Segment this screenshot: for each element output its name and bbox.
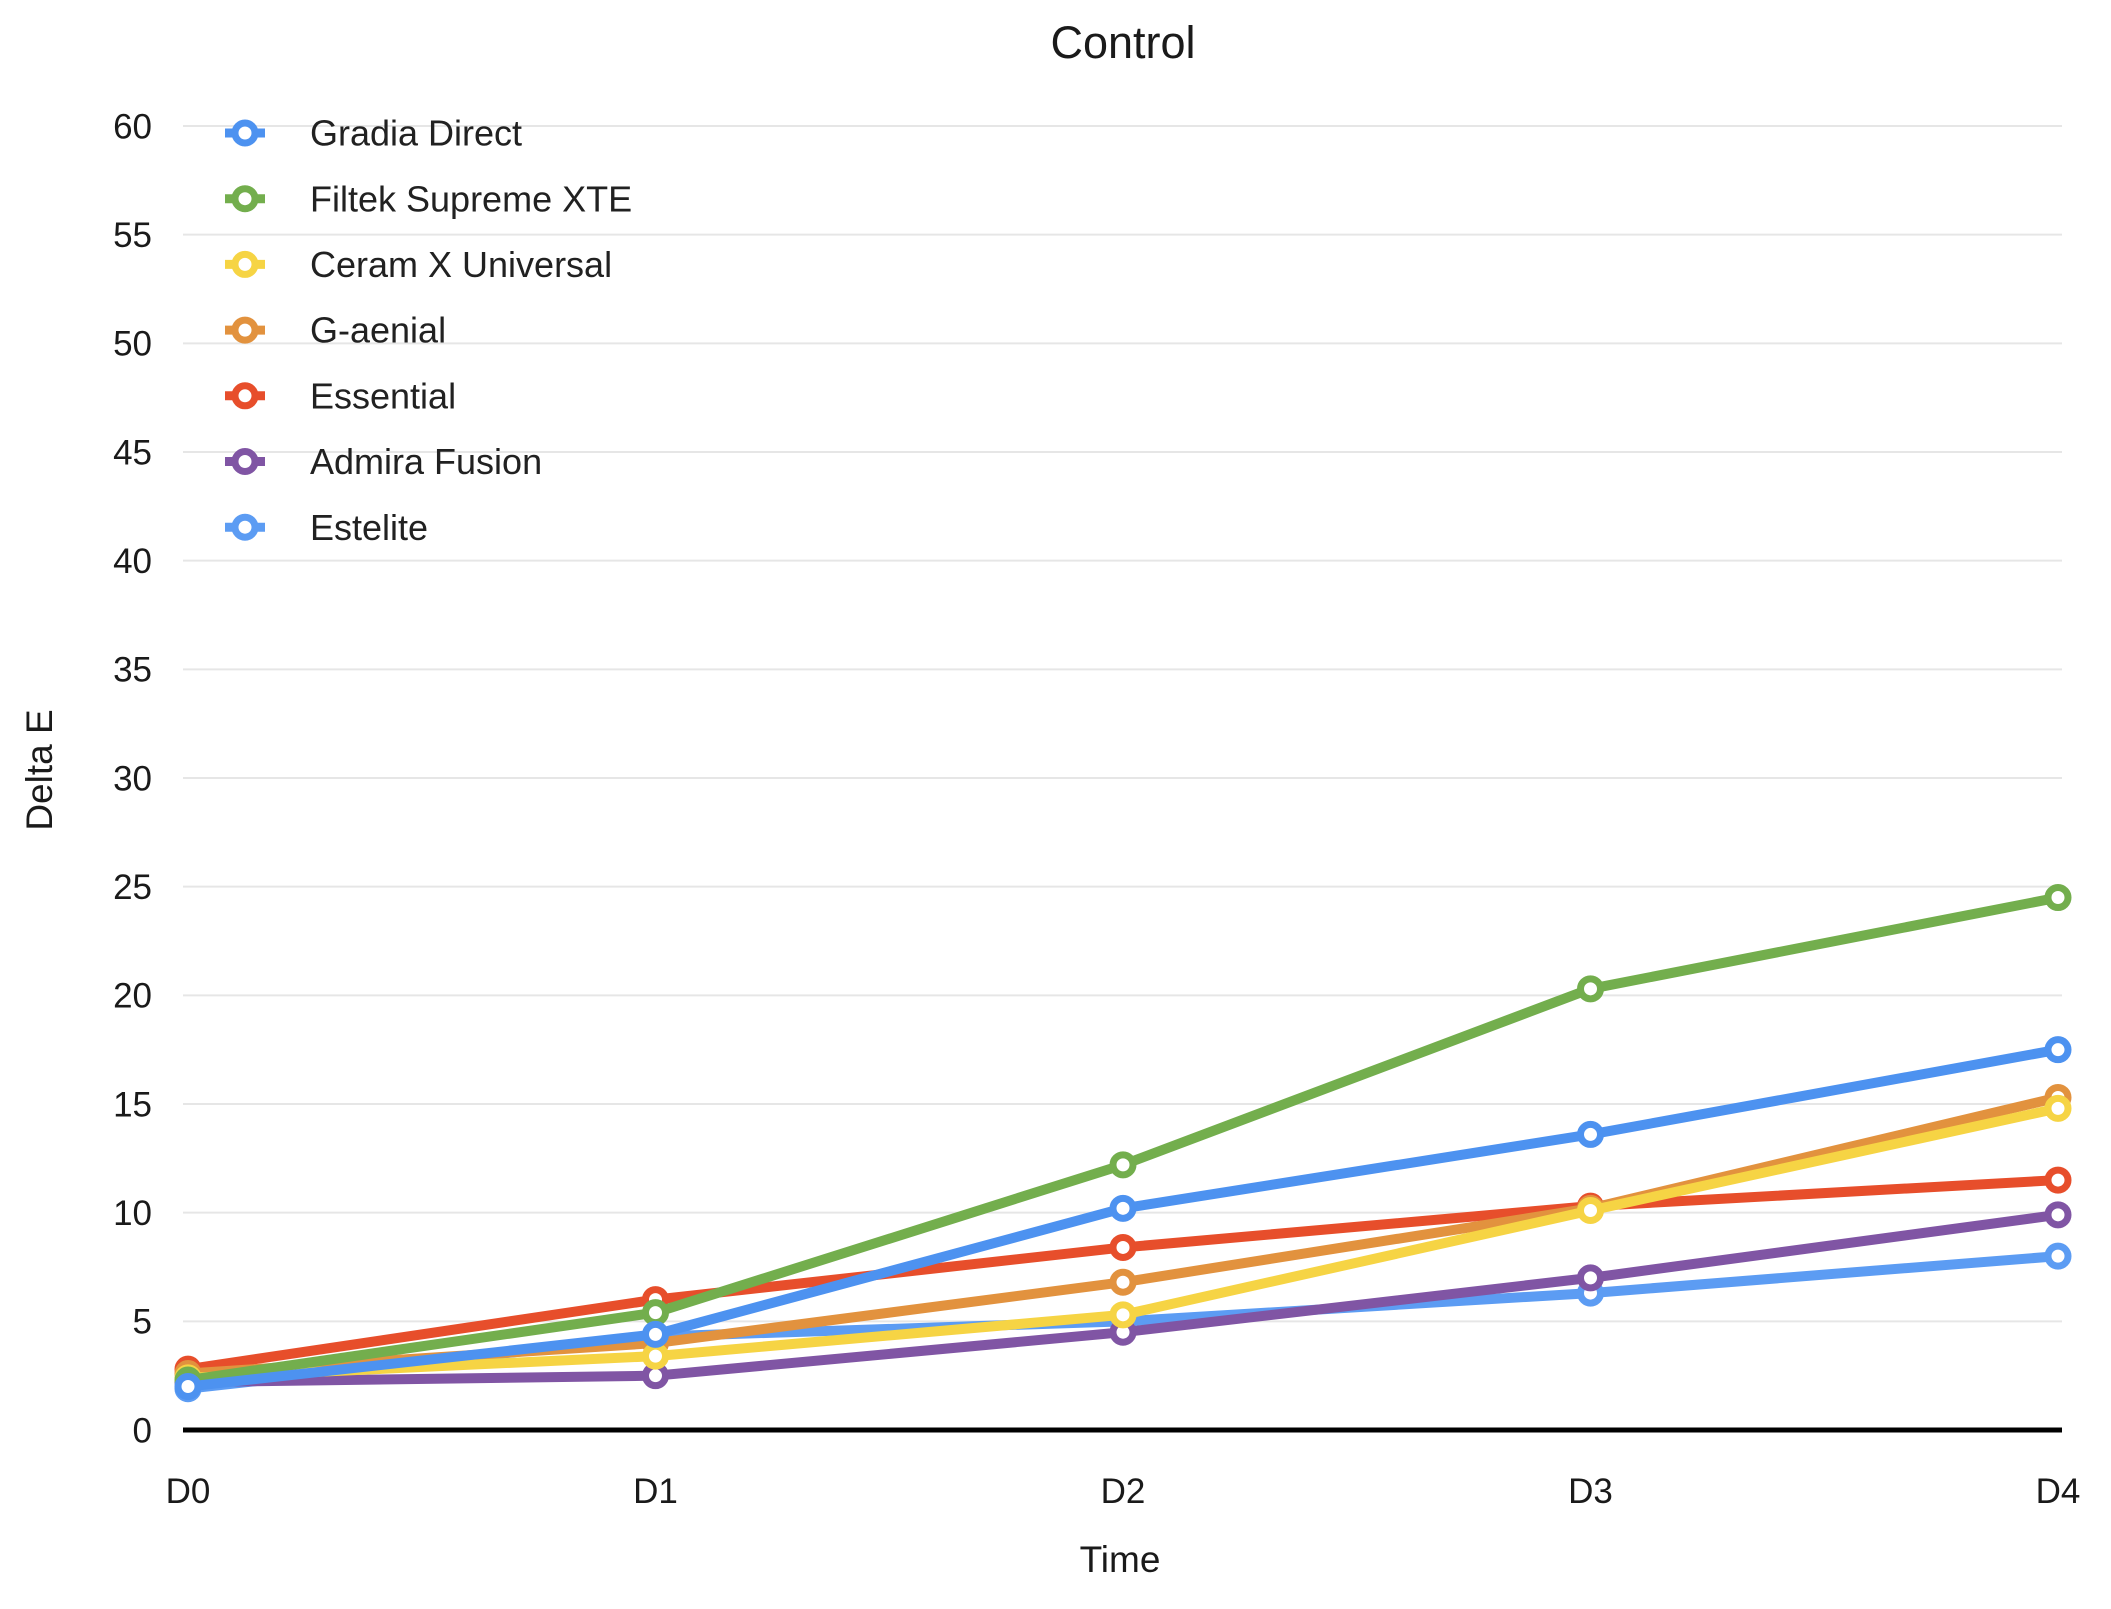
data-point-ceram-x-universal-D2 [1109, 1301, 1137, 1329]
y-tick-label: 0 [133, 1411, 152, 1450]
legend-marker-ring [231, 119, 259, 147]
legend-marker-ring [231, 185, 259, 213]
data-point-gradia-direct-D3 [1577, 1120, 1604, 1148]
x-tick-label: D0 [166, 1472, 211, 1511]
y-tick-label: 35 [113, 651, 152, 690]
legend-item-g-aenial: G-aenial [225, 310, 446, 351]
series-gradia-direct [174, 1036, 2072, 1401]
y-tick-labels: 0 5 10 15 20 25 30 35 40 45 50 55 60 [113, 107, 152, 1450]
legend-marker-ring [231, 250, 259, 278]
legend-item-filtek-supreme-xte: Filtek Supreme XTE [225, 178, 632, 219]
y-tick-label: 50 [113, 325, 152, 364]
legend-item-estelite: Estelite [225, 507, 428, 548]
data-point-admira-fusion-D3 [1577, 1264, 1604, 1292]
x-tick-label: D3 [1568, 1472, 1613, 1511]
data-point-gradia-direct-D4 [2044, 1036, 2072, 1064]
data-point-essential-D4 [2044, 1166, 2072, 1194]
legend-label: Filtek Supreme XTE [310, 178, 632, 219]
data-point-admira-fusion-D4 [2044, 1201, 2072, 1229]
legend-marker-icon [225, 250, 265, 278]
legend-marker-ring [231, 448, 259, 475]
y-tick-label: 55 [113, 216, 152, 255]
legend-marker-icon [225, 119, 265, 147]
y-tick-label: 25 [113, 868, 152, 907]
legend-marker-ring [231, 316, 259, 344]
legend-marker-icon [225, 448, 265, 475]
y-tick-label: 10 [113, 1194, 152, 1233]
legend-item-ceram-x-universal: Ceram X Universal [225, 244, 612, 285]
x-axis-title: Time [1080, 1539, 1161, 1580]
x-tick-labels: D0 D1 D2 D3 D4 [166, 1472, 2081, 1511]
y-axis-title: Delta E [19, 709, 60, 830]
gridlines [183, 125, 2062, 1323]
legend-item-gradia-direct: Gradia Direct [225, 113, 522, 154]
data-point-filtek-supreme-xte-D1 [642, 1299, 669, 1327]
data-point-gradia-direct-D1 [642, 1320, 669, 1348]
data-point-estelite-D4 [2044, 1242, 2072, 1270]
y-tick-label: 15 [113, 1085, 152, 1124]
chart-title: Control [1050, 17, 1195, 68]
data-point-ceram-x-universal-D4 [2044, 1094, 2072, 1122]
legend-label: Essential [310, 375, 456, 416]
data-point-gradia-direct-D0 [174, 1373, 202, 1401]
data-point-ceram-x-universal-D3 [1577, 1196, 1604, 1224]
series-layer [174, 884, 2072, 1403]
legend-marker-icon [225, 316, 265, 344]
y-tick-label: 45 [113, 433, 152, 472]
data-point-filtek-supreme-xte-D4 [2044, 884, 2072, 912]
x-tick-label: D4 [2036, 1472, 2081, 1511]
legend-marker-ring [231, 382, 259, 410]
y-tick-label: 30 [113, 759, 152, 798]
legend: Gradia Direct Filtek Supreme XTE Ceram X U… [225, 113, 632, 548]
legend-marker-ring [231, 513, 259, 541]
legend-label: Estelite [310, 507, 428, 548]
legend-marker-icon [225, 513, 265, 541]
y-tick-label: 40 [113, 542, 152, 581]
legend-item-essential: Essential [225, 375, 456, 416]
data-point-g-aenial-D2 [1109, 1268, 1137, 1296]
data-point-filtek-supreme-xte-D2 [1109, 1151, 1137, 1179]
legend-label: Admira Fusion [310, 441, 542, 482]
data-point-filtek-supreme-xte-D3 [1577, 975, 1604, 1003]
data-point-ceram-x-universal-D1 [642, 1342, 669, 1370]
y-tick-label: 20 [113, 977, 152, 1016]
x-tick-label: D1 [633, 1472, 678, 1511]
y-tick-label: 60 [113, 107, 152, 146]
data-point-gradia-direct-D2 [1109, 1194, 1137, 1222]
data-point-essential-D2 [1109, 1233, 1137, 1261]
legend-marker-icon [225, 185, 265, 213]
y-tick-label: 5 [133, 1303, 152, 1342]
legend-label: G-aenial [310, 310, 446, 351]
legend-marker-icon [225, 382, 265, 410]
legend-label: Ceram X Universal [310, 244, 612, 285]
legend-item-admira-fusion: Admira Fusion [225, 441, 542, 482]
legend-label: Gradia Direct [310, 113, 522, 154]
x-tick-label: D2 [1101, 1472, 1146, 1511]
